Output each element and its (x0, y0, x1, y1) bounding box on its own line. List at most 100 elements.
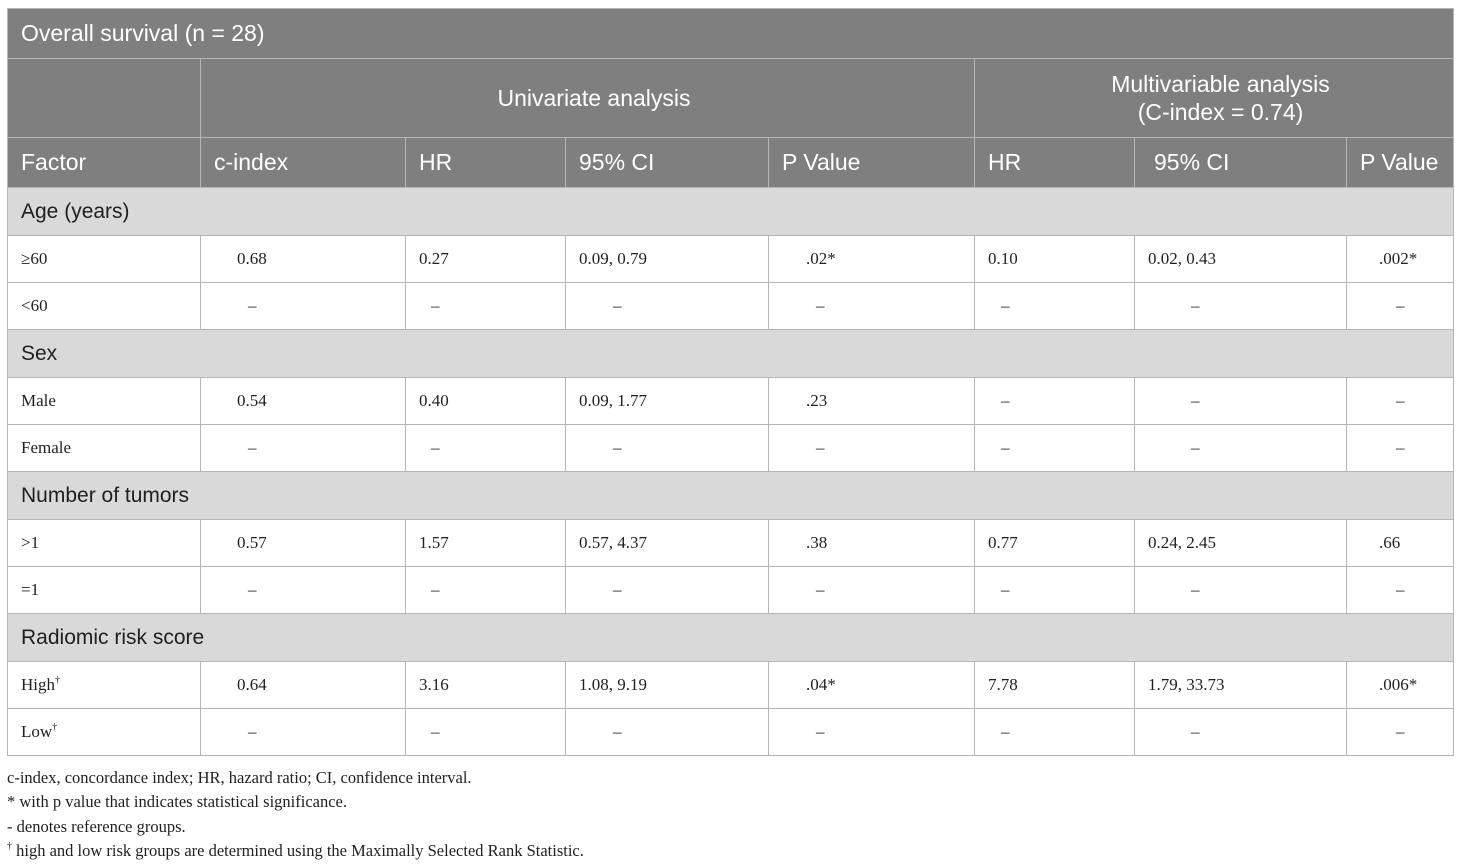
cell-ci: 0.09, 1.77 (565, 377, 769, 425)
cell-cindex: 0.57 (200, 519, 406, 567)
cell-ci: 0.57, 4.37 (565, 519, 769, 567)
cell-ci: – (565, 282, 769, 330)
section-row: Number of tumors (7, 471, 1454, 520)
group-header-univariate: Univariate analysis (200, 58, 975, 138)
footnotes: c-index, concordance index; HR, hazard r… (7, 766, 584, 863)
cell-p-value: .23 (768, 377, 975, 425)
cell-p-value: – (768, 424, 975, 472)
cell-ci: 0.09, 0.79 (565, 235, 769, 283)
cell-cindex: 0.64 (200, 661, 406, 709)
table-row: >1 0.57 1.57 0.57, 4.37.38 0.77 0.24, 2.45.66 (7, 519, 1454, 567)
group-header-empty (7, 58, 201, 138)
cell-ci: 1.08, 9.19 (565, 661, 769, 709)
cell-multi-hr: 0.10 (974, 235, 1135, 283)
cell-multi-ci: – (1134, 566, 1347, 614)
section-label: Number of tumors (7, 471, 1454, 520)
cell-hr: – (405, 424, 566, 472)
footnote: * with p value that indicates statistica… (7, 792, 347, 812)
cell-multi-p-value: – (1346, 282, 1454, 330)
section-label: Radiomic risk score (7, 613, 1454, 662)
cell-multi-ci: – (1134, 424, 1347, 472)
cell-p-value: .38 (768, 519, 975, 567)
cell-cindex: 0.54 (200, 377, 406, 425)
cell-multi-ci: – (1134, 377, 1347, 425)
section-row: Age (years) (7, 187, 1454, 236)
cell-p-value: .02* (768, 235, 975, 283)
cell-factor: >1 (7, 519, 201, 567)
survival-table: Overall survival (n = 28) Univariate ana… (7, 8, 1454, 756)
column-header-ci: 95% CI (565, 137, 769, 188)
column-header-multi-hr: HR (974, 137, 1135, 188)
cell-hr: – (405, 708, 566, 756)
cell-factor: Low† (7, 708, 201, 756)
cell-p-value: – (768, 708, 975, 756)
dagger-mark: † (55, 675, 60, 686)
cell-multi-p-value: – (1346, 566, 1454, 614)
column-header-multi-p-value: P Value (1346, 137, 1454, 188)
cell-p-value: .04* (768, 661, 975, 709)
cell-factor: ≥60 (7, 235, 201, 283)
cell-factor: Female (7, 424, 201, 472)
cell-factor: =1 (7, 566, 201, 614)
table-row: Female – – – – – – – (7, 424, 1454, 472)
section-row: Radiomic risk score (7, 613, 1454, 662)
column-header-hr: HR (405, 137, 566, 188)
cell-multi-hr: – (974, 377, 1135, 425)
cell-multi-p-value: – (1346, 377, 1454, 425)
footnote: c-index, concordance index; HR, hazard r… (7, 768, 472, 787)
cell-multi-hr: – (974, 282, 1135, 330)
cell-p-value: – (768, 282, 975, 330)
dagger-mark: † (7, 840, 12, 852)
table-row: Low† – – – – – – – (7, 708, 1454, 756)
section-label: Sex (7, 329, 1454, 378)
section-row: Sex (7, 329, 1454, 378)
cell-hr: 0.40 (405, 377, 566, 425)
cell-multi-ci: 0.24, 2.45 (1134, 519, 1347, 567)
cell-hr: – (405, 566, 566, 614)
cell-multi-p-value: .006* (1346, 661, 1454, 709)
dagger-mark: † (52, 722, 58, 733)
cell-hr: 3.16 (405, 661, 566, 709)
column-header-factor: Factor (7, 137, 201, 188)
cell-multi-p-value: – (1346, 424, 1454, 472)
column-header-cindex: c-index (200, 137, 406, 188)
cell-multi-hr: 7.78 (974, 661, 1135, 709)
cell-hr: 1.57 (405, 519, 566, 567)
cell-multi-p-value: – (1346, 708, 1454, 756)
cell-factor: High† (7, 661, 201, 709)
cell-multi-ci: 0.02, 0.43 (1134, 235, 1347, 283)
cell-cindex: 0.68 (200, 235, 406, 283)
cell-ci: – (565, 566, 769, 614)
column-header-multi-ci: 95% CI (1134, 137, 1347, 188)
cell-multi-ci: 1.79, 33.73 (1134, 661, 1347, 709)
cell-multi-hr: 0.77 (974, 519, 1135, 567)
cell-multi-hr: – (974, 708, 1135, 756)
cell-multi-hr: – (974, 566, 1135, 614)
table-row: =1– – – – – – – (7, 566, 1454, 614)
cell-factor: Male (7, 377, 201, 425)
cell-cindex: – (200, 424, 406, 472)
column-header-p-value: P Value (768, 137, 975, 188)
cell-multi-ci: – (1134, 282, 1347, 330)
table-row: Male 0.54 0.40 0.09, 1.77.23– – – (7, 377, 1454, 425)
table-row: ≥60 0.68 0.27 0.09, 0.79.02* 0.10 0.02, 0.43.… (7, 235, 1454, 283)
cell-cindex: – (200, 566, 406, 614)
cell-cindex: – (200, 282, 406, 330)
cell-multi-p-value: .66 (1346, 519, 1454, 567)
table-row: High† 0.64 3.16 1.08, 9.19.04* 7.78 1.79, 33.… (7, 661, 1454, 709)
cell-ci: – (565, 424, 769, 472)
cell-multi-p-value: .002* (1346, 235, 1454, 283)
cell-p-value: – (768, 566, 975, 614)
table-body: Age (years) ≥60 0.68 0.27 0.09, 0.79.02* 0.10… (7, 187, 1454, 756)
table-title: Overall survival (n = 28) (7, 8, 1454, 59)
cell-cindex: – (200, 708, 406, 756)
footnote: † high and low risk groups are determine… (7, 840, 584, 860)
cell-multi-hr: – (974, 424, 1135, 472)
cell-hr: 0.27 (405, 235, 566, 283)
section-label: Age (years) (7, 187, 1454, 236)
group-header-multivariable: Multivariable analysis (C-index = 0.74) (974, 58, 1454, 138)
cell-factor: <60 (7, 282, 201, 330)
table-row: <60– – – – – – – (7, 282, 1454, 330)
cell-ci: – (565, 708, 769, 756)
cell-multi-ci: – (1134, 708, 1347, 756)
